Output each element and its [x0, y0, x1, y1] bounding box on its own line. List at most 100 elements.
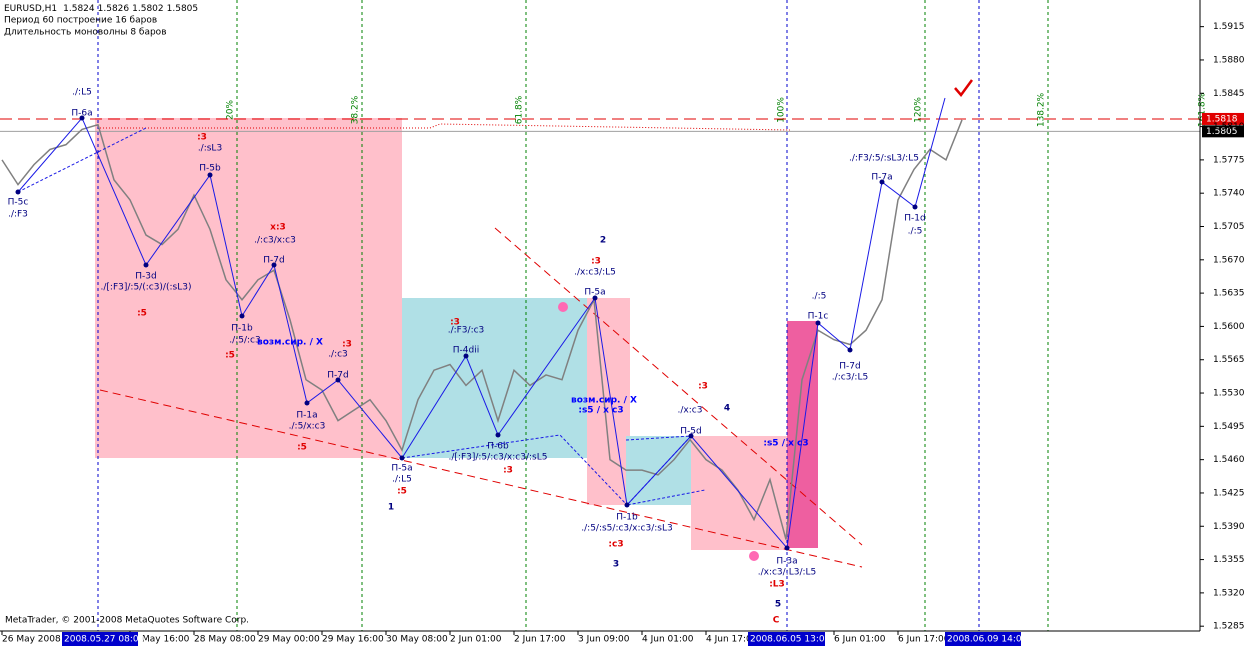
y-tick-label: 1.5845 [1213, 89, 1245, 99]
node [784, 545, 790, 551]
x-tick-label: 26 May 2008 [2, 635, 61, 645]
annotation: ./:sL3 [198, 144, 222, 154]
price-box-label: 1.5805 [1206, 127, 1238, 137]
annotation: ./x:c3 [678, 406, 703, 416]
trendline [494, 227, 863, 546]
node [399, 455, 405, 461]
x-tick-label: 6 Jun 01:00 [834, 635, 886, 645]
price-box-label: 1.5818 [1206, 114, 1238, 124]
annotation: ./:5/x:c3 [289, 422, 326, 432]
symbol: EURUSD,H1 [4, 4, 57, 14]
annotation: :5 [137, 309, 147, 319]
fib-label: 61.8% [515, 95, 525, 124]
annotation: :L3 [769, 580, 785, 590]
y-tick-label: 1.5635 [1213, 289, 1245, 299]
node [879, 179, 885, 185]
node [815, 320, 821, 326]
annotation: 3 [613, 560, 619, 570]
node [592, 295, 598, 301]
cursor-label: 2008.06.09 14:00 [947, 635, 1028, 645]
node [463, 353, 469, 359]
annotation: ./x:c3/:L3/:L5 [758, 568, 817, 578]
node [15, 189, 21, 195]
info-line: Период 60 построение 16 баров [4, 16, 157, 26]
annotation: П-1a [296, 411, 317, 421]
node [239, 313, 245, 319]
series [1, 119, 963, 540]
annotation: :3 [698, 382, 708, 392]
annotation: П-6a [71, 109, 92, 119]
annotation: :3 [591, 257, 601, 267]
y-tick-label: 1.5460 [1213, 455, 1245, 465]
annotation: x:3 [270, 223, 286, 233]
y-tick-label: 1.5495 [1213, 422, 1245, 432]
annotation: возм.сир. / X [571, 396, 637, 406]
x-tick-label: 6 Jun 17:00 [898, 635, 950, 645]
fib-label: 138.2% [1037, 92, 1047, 127]
y-tick-label: 1.5530 [1213, 389, 1245, 399]
x-tick-label: 30 May 08:00 [386, 635, 448, 645]
grid: 20% 38.2% 61.8% 100% 120% 138.2% 161.8% [0, 0, 1208, 631]
y-tick-label: 1.5740 [1213, 189, 1245, 199]
annotation: ./:5/:s5/:c3/x:c3/:sL3 [581, 524, 672, 534]
x-tick-label: 28 May 08:00 [194, 635, 256, 645]
annotation: П-7d [263, 256, 284, 266]
ohlc-value: 1.5802 [132, 4, 164, 14]
x-tick-label: 2 Jun 17:00 [514, 635, 566, 645]
node [271, 262, 277, 268]
axis: 1.5818 1.5805 1.5915 1.5880 1.5845 1.5810 1.57… [1, 22, 1245, 646]
annotation: ./:c3/:L5 [832, 373, 868, 383]
cursor-label: 2008.05.27 08:00 [64, 635, 145, 645]
x-tick-label: 29 May 16:00 [322, 635, 384, 645]
annotation: П-3d [135, 272, 156, 282]
fib-label: 161.8% [1198, 92, 1208, 127]
annotation: :5 [297, 443, 307, 453]
annotation: ./:F3 [8, 210, 28, 220]
price-box [1202, 112, 1244, 125]
annotation: П-1c [808, 312, 829, 322]
ohlc-value: 1.5805 [167, 4, 199, 14]
annotation: 2 [600, 236, 606, 246]
node [143, 262, 149, 268]
x-tick-label: 4 Jun 01:00 [642, 635, 694, 645]
annotation: ./:5 [812, 292, 827, 302]
icon [558, 302, 568, 312]
x-tick-label: 29 May 00:00 [258, 635, 320, 645]
annotation: 5 [775, 600, 781, 610]
node [624, 502, 630, 508]
annotation: П-6b [487, 442, 509, 452]
annotation: :3 [450, 318, 460, 328]
node [304, 400, 310, 406]
cursor-box [748, 632, 825, 646]
annotation: ./[:F3]/:5/:c3/x:c3/:sL5 [449, 453, 548, 463]
y-tick-label: 1.5390 [1213, 522, 1245, 532]
node [495, 432, 501, 438]
ohlc-value: 1.5826 [98, 4, 130, 14]
ohlc-value: 1.5824 [63, 4, 95, 14]
node [207, 172, 213, 178]
wave-line [17, 97, 946, 550]
node [847, 347, 853, 353]
info-line: Длительность моноволны 8 баров [4, 28, 167, 38]
annotation: 1 [388, 503, 394, 513]
price-line-series [1, 119, 963, 540]
cursor-box [62, 632, 138, 646]
node [912, 204, 918, 210]
annotation: ./:5 [908, 227, 923, 237]
y-tick-label: 1.5915 [1213, 22, 1245, 32]
annotation: C [773, 616, 780, 626]
y-tick-label: 1.5880 [1213, 55, 1245, 65]
header: EURUSD,H1 1.5824 1.5826 1.5802 1.5805 [4, 4, 198, 14]
annotation: :c3 [608, 540, 623, 550]
annotation: ./:F3/:c3 [448, 326, 485, 336]
fib-label: 38.2% [351, 95, 361, 124]
y-tick-label: 1.5320 [1213, 588, 1245, 598]
y-tick-label: 1.5775 [1213, 155, 1245, 165]
annotation: :3 [197, 133, 207, 143]
annotation: ./:L5 [392, 475, 412, 485]
fib-label: 100% [777, 97, 787, 123]
x-tick-label: 2 Jun 01:00 [450, 635, 502, 645]
node [688, 433, 694, 439]
x-tick-label: 4 Jun 17:00 [706, 635, 758, 645]
node [79, 115, 85, 121]
